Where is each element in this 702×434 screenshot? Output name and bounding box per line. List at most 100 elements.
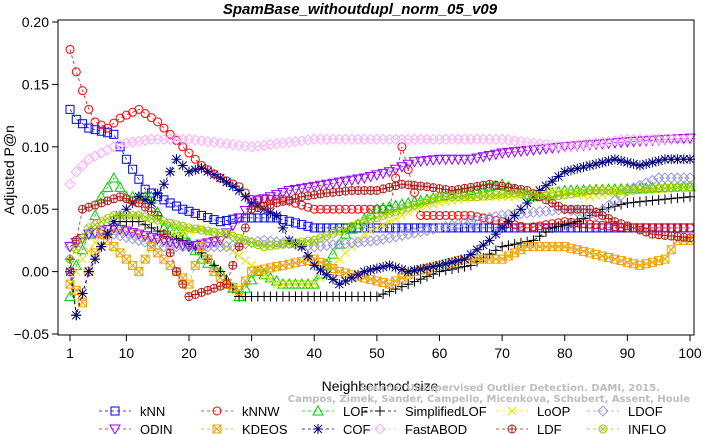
data-point [273,241,280,249]
data-point [103,123,113,133]
watermark-line-1: Source: Unsupervised Outlier Detection. … [360,383,660,394]
data-point [378,220,388,230]
data-point [277,188,289,199]
data-point [96,120,106,130]
data-point [283,278,296,289]
data-point [278,239,288,249]
data-point [291,279,300,289]
data-point [540,180,551,191]
x-axis-label: Neighborhood size [322,378,439,394]
data-point [241,256,250,266]
data-point [403,266,414,277]
data-point [442,193,449,200]
data-point [647,184,657,194]
data-point [527,206,540,219]
data-point [304,238,312,245]
data-point [540,227,551,238]
data-point [553,191,563,201]
data-point [115,142,125,152]
data-point [320,179,333,191]
data-point [483,212,496,224]
legend-label: LoOP [537,404,570,419]
data-point [321,239,333,252]
data-point [616,199,627,210]
data-point [409,223,419,233]
legend-item-knnw: kNNW [201,404,280,419]
data-point [345,175,358,187]
data-point [214,235,227,247]
data-point [165,129,175,139]
data-point [140,254,150,264]
data-point [279,241,287,248]
data-point [197,210,207,220]
data-point [661,185,669,192]
data-point [672,192,683,203]
data-point [590,137,602,149]
data-point [609,194,621,207]
data-point [121,210,131,220]
data-point [84,104,94,114]
data-point [102,229,113,240]
data-point [289,184,302,196]
data-point [490,210,502,223]
data-point [284,279,294,289]
data-point [146,113,156,123]
data-point [190,164,201,175]
data-point [371,263,382,274]
data-point [602,199,615,212]
data-point [89,209,101,220]
data-point [133,191,144,202]
data-point [228,261,237,270]
data-point [560,190,570,200]
data-point [133,216,144,227]
legend-label: kNNW [242,404,280,419]
data-point [258,139,270,152]
data-point [527,145,540,156]
data-point [129,212,136,219]
data-point [453,255,464,266]
data-point [303,221,313,231]
data-point [402,228,414,240]
data-point [296,241,307,252]
data-point [289,135,302,148]
data-point [674,184,681,191]
data-point [603,155,614,166]
data-point [308,181,321,193]
data-point [266,275,275,284]
data-point [109,129,119,139]
legend: kNN kNNW LOF SimplifiedLOF LoOP LDOF ODIN KDEOS… [99,404,666,434]
data-point [585,205,594,214]
data-point [104,215,111,222]
x-tick-label: 80 [557,345,573,361]
data-point [565,140,577,152]
data-point [260,243,268,250]
data-point [491,190,501,200]
legend-marker [507,406,517,416]
data-point [678,154,689,165]
data-point [134,104,144,114]
data-point [134,267,144,277]
data-point [672,223,682,233]
data-point [559,141,571,153]
data-point [133,135,145,147]
data-point [316,223,326,233]
data-point [70,259,83,270]
data-point [121,110,131,120]
data-point [659,154,670,165]
data-point [366,226,375,236]
data-point [108,228,120,240]
data-point [346,237,358,249]
data-point [314,180,327,192]
data-point [114,139,126,151]
data-point [634,179,646,192]
data-point [196,163,207,174]
data-point [434,210,444,220]
data-point [302,278,314,289]
data-point [436,193,443,200]
data-point [577,138,590,151]
data-point [166,248,175,257]
legend-label: LOF [343,404,368,419]
data-point [203,226,213,236]
data-point [203,213,213,223]
